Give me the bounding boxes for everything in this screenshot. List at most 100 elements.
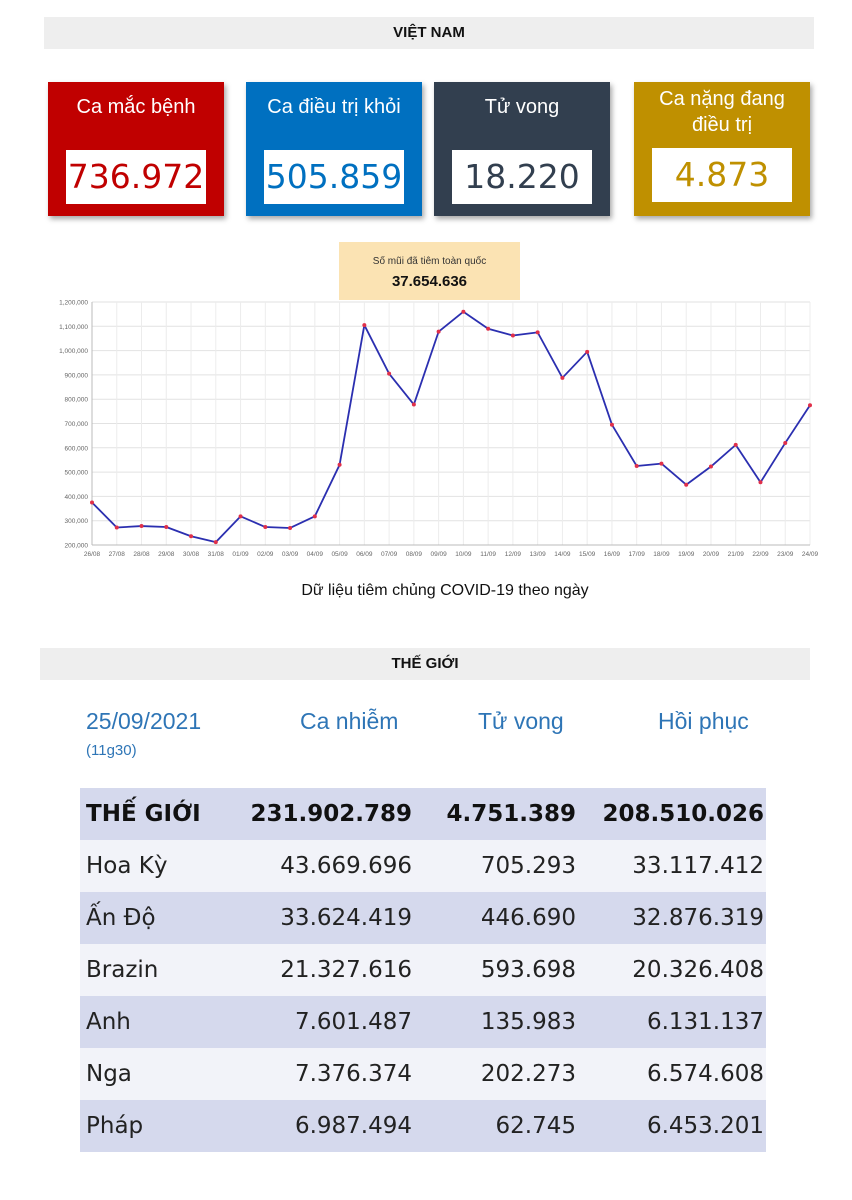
data-point (486, 326, 491, 331)
card-cases: Ca mắc bệnh 736.972 (48, 82, 224, 216)
card-severe-label: Ca nặng đang điều trị (659, 88, 785, 136)
x-tick-label: 21/09 (728, 551, 745, 558)
card-deaths-label: Tử vong (484, 96, 560, 118)
x-tick-label: 24/09 (802, 551, 819, 558)
card-recovered-value: 505.859 (264, 150, 404, 204)
data-point (114, 525, 119, 530)
data-point (387, 371, 392, 376)
x-tick-label: 03/09 (282, 551, 299, 558)
card-recovered-label: Ca điều trị khỏi (267, 96, 401, 118)
col-recovered-header: Hồi phục (658, 708, 749, 734)
world-banner: THẾ GIỚI (40, 648, 810, 680)
x-tick-label: 07/09 (381, 551, 398, 558)
data-point (783, 440, 788, 445)
data-point (733, 442, 738, 447)
data-point (659, 461, 664, 466)
vietnam-banner: VIỆT NAM (44, 17, 814, 49)
x-tick-label: 06/09 (356, 551, 373, 558)
chart-caption: Dữ liệu tiêm chủng COVID-19 theo ngày (301, 582, 589, 599)
data-point (213, 540, 218, 545)
table-row: Nga 7.376.374 202.273 6.574.608 (80, 1048, 766, 1100)
x-tick-label: 28/08 (133, 551, 150, 558)
recovered-value: 208.510.026 (602, 801, 764, 827)
country-name: Pháp (86, 1113, 144, 1139)
y-tick-label: 500,000 (65, 470, 89, 477)
recovered-value: 6.574.608 (646, 1061, 764, 1087)
table-row: Anh 7.601.487 135.983 6.131.137 (80, 996, 766, 1048)
data-point (337, 462, 342, 467)
infected-value: 33.624.419 (280, 905, 412, 931)
data-point (609, 422, 614, 427)
x-tick-label: 18/09 (653, 551, 670, 558)
card-cases-value: 736.972 (66, 150, 206, 204)
x-tick-label: 15/09 (579, 551, 596, 558)
country-name: Anh (86, 1009, 131, 1035)
card-severe: Ca nặng đang điều trị 4.873 (634, 82, 810, 216)
country-name: Brazin (86, 957, 159, 983)
x-tick-label: 14/09 (554, 551, 571, 558)
world-date: 25/09/2021 (86, 708, 202, 734)
data-point (535, 330, 540, 335)
y-tick-label: 200,000 (65, 543, 89, 550)
data-point (312, 514, 317, 519)
table-row: Ấn Độ 33.624.419 446.690 32.876.319 (80, 892, 766, 944)
table-row: THẾ GIỚI 231.902.789 4.751.389 208.510.0… (80, 788, 766, 840)
data-point (238, 514, 243, 519)
y-tick-label: 1,100,000 (59, 324, 88, 331)
recovered-value: 32.876.319 (632, 905, 764, 931)
data-point (288, 525, 293, 530)
data-point (634, 464, 639, 469)
deaths-value: 593.698 (480, 957, 576, 983)
x-tick-label: 04/09 (307, 551, 324, 558)
y-tick-label: 1,200,000 (59, 300, 88, 307)
x-tick-label: 10/09 (455, 551, 472, 558)
y-tick-label: 400,000 (65, 494, 89, 501)
world-time: (11g30) (86, 742, 137, 759)
y-tick-label: 600,000 (65, 445, 89, 452)
tooltip-value: 37.654.636 (391, 273, 468, 290)
table-row: Pháp 6.987.494 62.745 6.453.201 (80, 1100, 766, 1152)
x-tick-label: 23/09 (777, 551, 794, 558)
data-point (758, 480, 763, 485)
x-tick-label: 29/08 (158, 551, 175, 558)
x-tick-label: 26/08 (84, 551, 101, 558)
x-tick-label: 20/09 (703, 551, 720, 558)
deaths-value: 4.751.389 (446, 801, 577, 827)
data-point (362, 323, 367, 328)
y-tick-label: 700,000 (65, 421, 89, 428)
country-name: Nga (86, 1061, 132, 1087)
deaths-value: 62.745 (495, 1113, 576, 1139)
col-deaths-header: Tử vong (478, 708, 564, 734)
data-point (510, 333, 515, 338)
infected-value: 21.327.616 (280, 957, 412, 983)
x-tick-label: 02/09 (257, 551, 274, 558)
data-point (411, 402, 416, 407)
infected-value: 6.987.494 (294, 1113, 412, 1139)
data-point (90, 500, 94, 505)
tooltip-label: Số mũi đã tiêm toàn quốc (372, 256, 487, 267)
x-tick-label: 17/09 (629, 551, 646, 558)
series-line (91, 310, 811, 543)
x-tick-label: 11/09 (480, 551, 496, 558)
y-tick-label: 1,000,000 (59, 348, 88, 355)
vaccine-tooltip: Số mũi đã tiêm toàn quốc 37.654.636 (339, 242, 520, 300)
data-point (684, 482, 689, 487)
x-tick-label: 19/09 (678, 551, 695, 558)
x-tick-label: 01/09 (232, 551, 249, 558)
col-infected-header: Ca nhiễm (300, 708, 399, 734)
deaths-value: 202.273 (480, 1061, 576, 1087)
vaccination-line-chart: 200,000 300,000 400,000 500,000 600,000 700,0… (59, 300, 819, 559)
x-tick-label: 09/09 (430, 551, 447, 558)
infected-value: 7.601.487 (294, 1009, 412, 1035)
x-tick-label: 05/09 (331, 551, 348, 558)
country-name: THẾ GIỚI (86, 801, 201, 827)
data-point (263, 525, 268, 530)
country-name: Ấn Độ (86, 905, 156, 931)
recovered-value: 33.117.412 (632, 853, 764, 879)
y-tick-label: 900,000 (65, 372, 89, 379)
y-tick-label: 800,000 (65, 397, 89, 404)
card-deaths-value: 18.220 (452, 150, 592, 204)
x-tick-label: 08/09 (406, 551, 423, 558)
x-tick-label: 27/08 (109, 551, 126, 558)
deaths-value: 135.983 (480, 1009, 576, 1035)
